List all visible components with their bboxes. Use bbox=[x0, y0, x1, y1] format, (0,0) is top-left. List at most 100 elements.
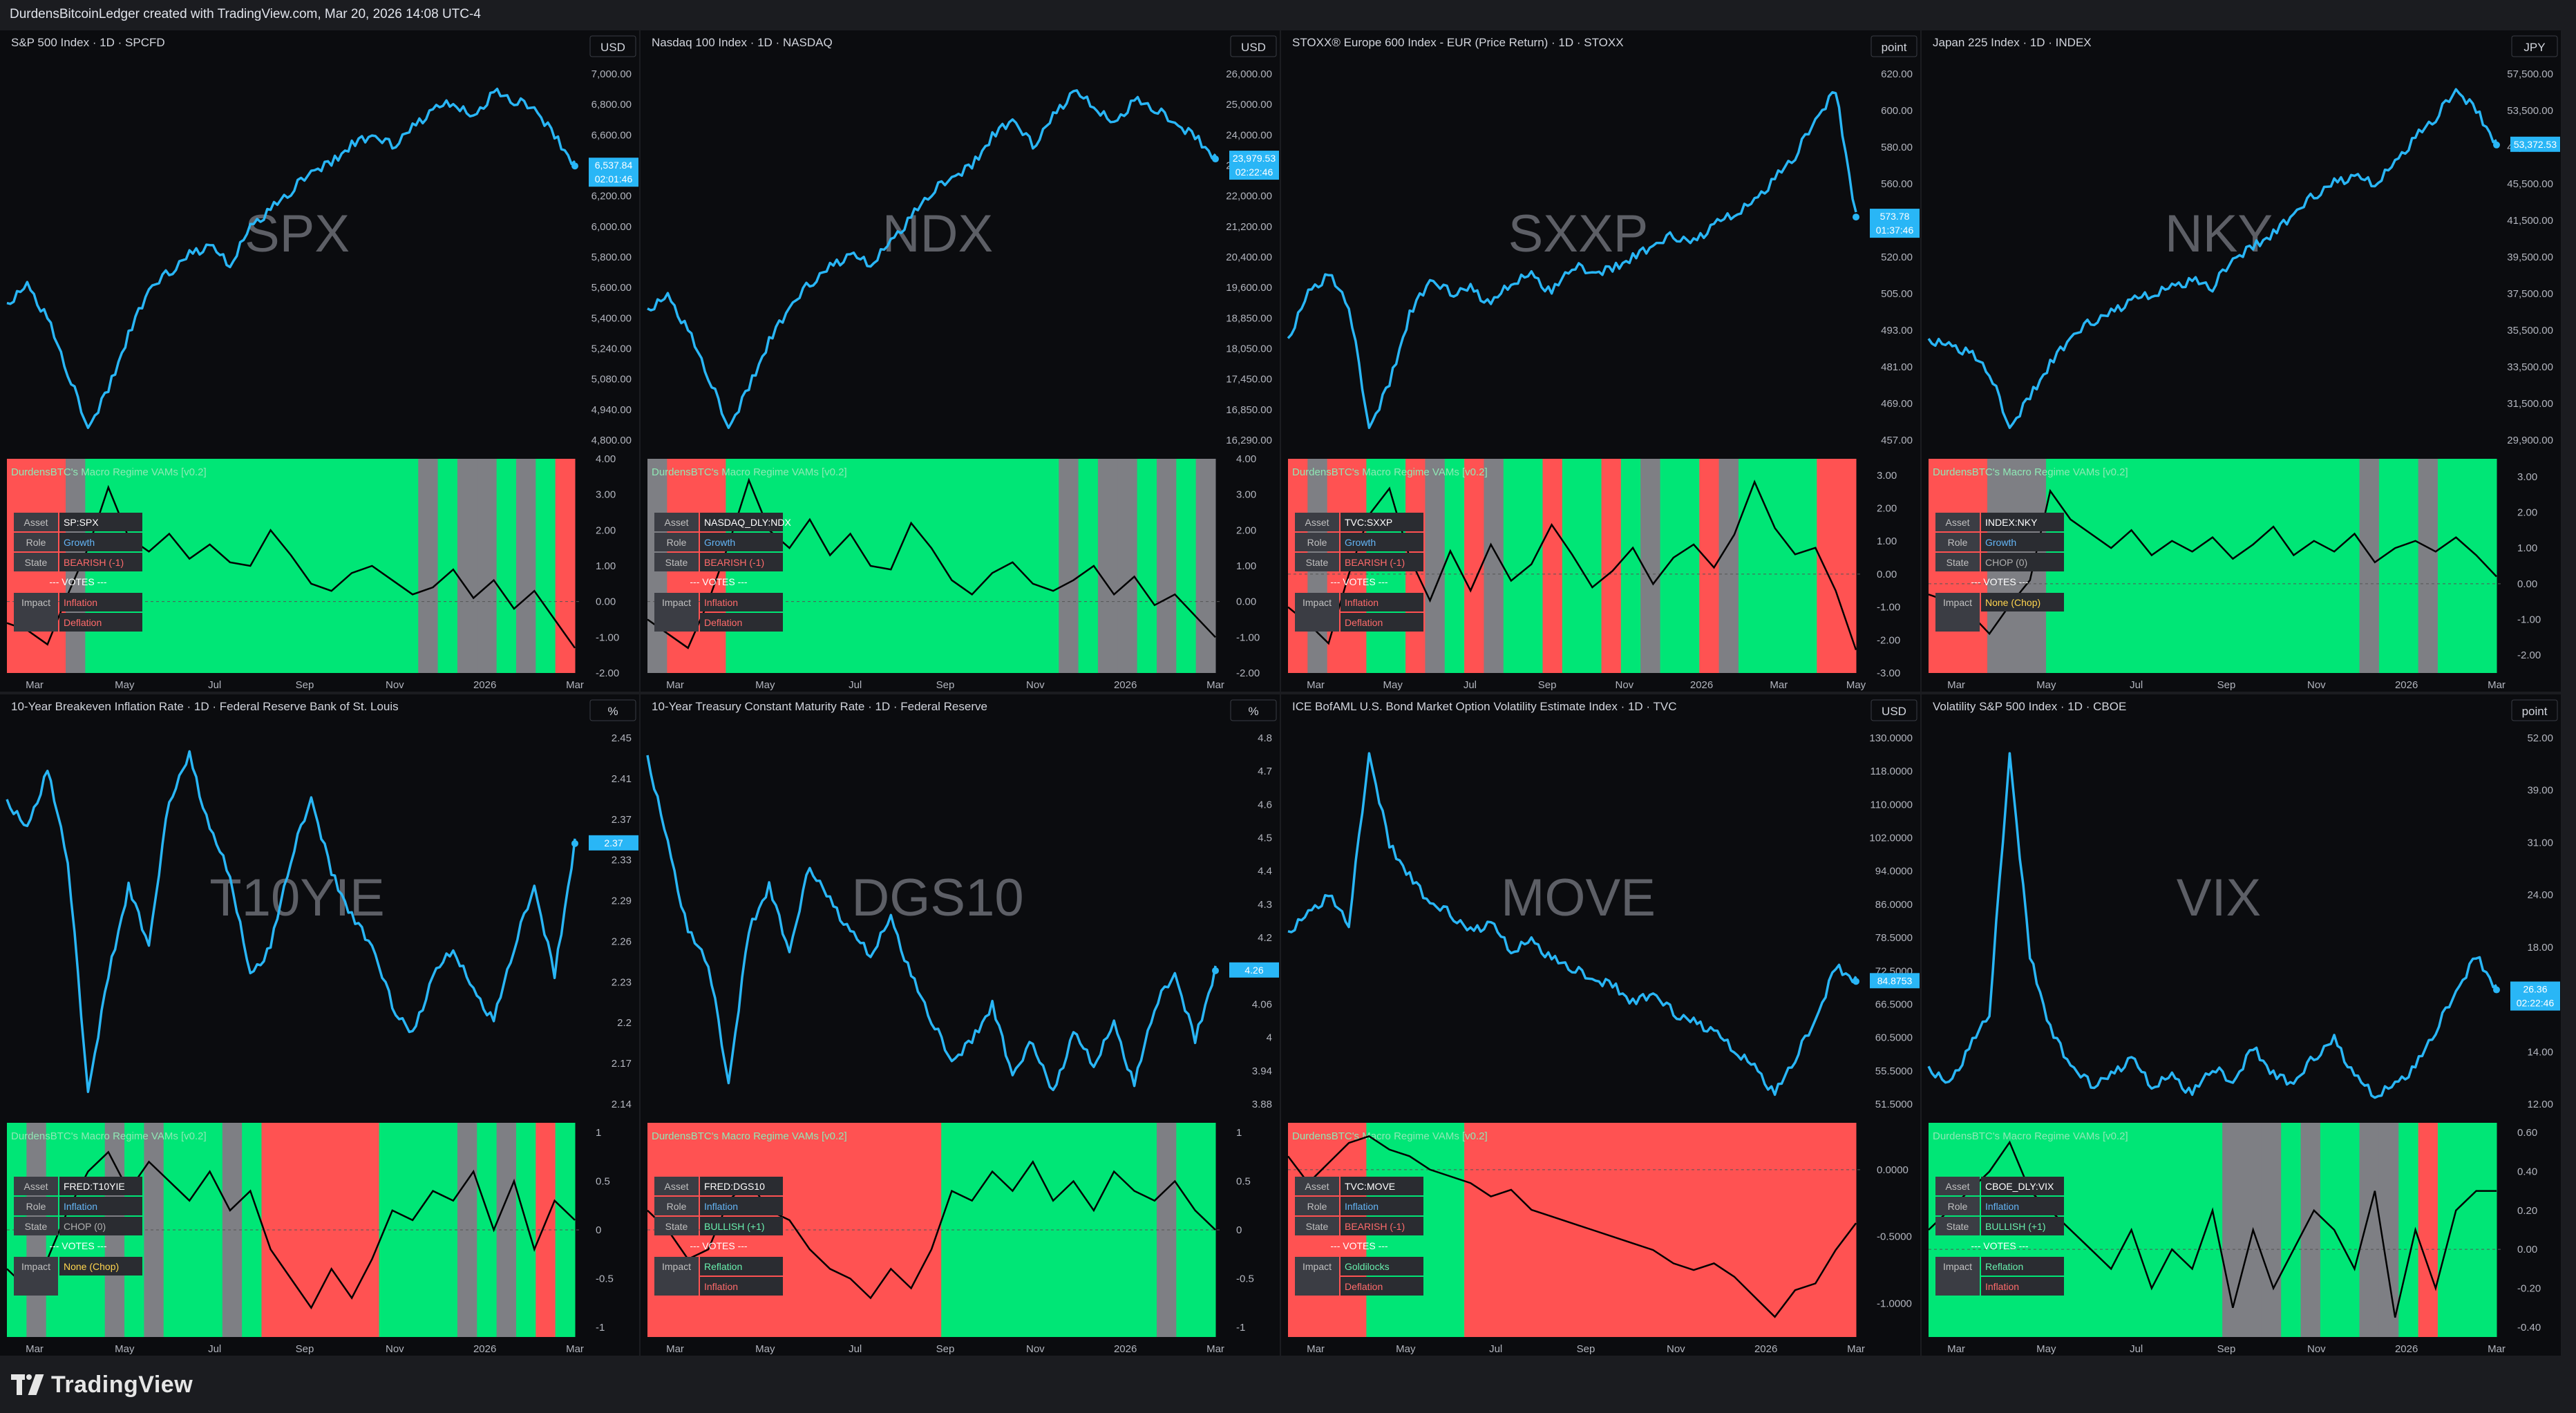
price-tick-label: 33,500.00 bbox=[2507, 361, 2553, 373]
currency-label: % bbox=[1248, 705, 1258, 718]
vams-oscillator-line[interactable] bbox=[1287, 480, 1857, 651]
time-axis-label: Jul bbox=[208, 679, 221, 691]
chart-panel-sxxp[interactable]: SXXP STOXX® Europe 600 Index - EUR (Price… bbox=[1281, 30, 1920, 692]
tradingview-logo[interactable]: TradingView bbox=[11, 1368, 193, 1401]
currency-button[interactable] bbox=[589, 699, 636, 721]
price-series-line[interactable] bbox=[6, 750, 576, 1093]
regime-band bbox=[496, 459, 517, 673]
time-axis-label: Mar bbox=[566, 679, 584, 691]
table-impact-value: Inflation bbox=[1345, 597, 1379, 608]
price-series-line[interactable] bbox=[647, 89, 1217, 429]
currency-button[interactable] bbox=[2511, 35, 2558, 57]
regime-band bbox=[2457, 459, 2478, 673]
vams-oscillator-line[interactable] bbox=[1928, 489, 2497, 636]
indicator-title: DurdensBTC's Macro Regime VAMs [v0.2] bbox=[652, 466, 847, 478]
regime-band bbox=[2418, 1123, 2438, 1337]
price-series-line[interactable] bbox=[1287, 91, 1857, 429]
regime-band bbox=[320, 459, 341, 673]
vams-oscillator-line[interactable] bbox=[647, 477, 1216, 649]
regime-band bbox=[1601, 1123, 1622, 1337]
vams-oscillator-line[interactable] bbox=[6, 1150, 576, 1310]
table-impact-value: Deflation bbox=[64, 617, 102, 628]
price-series-line[interactable] bbox=[6, 87, 576, 429]
table-value: CBOE_DLY:VIX bbox=[1985, 1181, 2054, 1192]
regime-band bbox=[2457, 1123, 2478, 1337]
chart-panel-dgs10[interactable]: DGS10 10-Year Treasury Constant Maturity … bbox=[641, 694, 1280, 1356]
time-axis-label: May bbox=[115, 679, 135, 691]
currency-button[interactable] bbox=[1230, 699, 1277, 721]
table-impact-value: Deflation bbox=[704, 617, 742, 628]
chart-title: Volatility S&P 500 Index · 1D · CBOE bbox=[1933, 700, 2126, 713]
regime-band bbox=[2222, 459, 2243, 673]
regime-band bbox=[339, 459, 360, 673]
time-axis-label: Jul bbox=[1464, 679, 1477, 691]
price-series-line[interactable] bbox=[1927, 88, 2497, 429]
chart-panel-nky[interactable]: NKY Japan 225 Index · 1D · INDEX JPY 57,500… bbox=[1922, 30, 2561, 692]
time-axis-label: Sep bbox=[936, 679, 955, 691]
currency-button[interactable] bbox=[589, 35, 636, 57]
regime-band bbox=[1425, 1123, 1446, 1337]
table-impact-cell bbox=[59, 613, 142, 632]
currency-button[interactable] bbox=[1230, 35, 1277, 57]
table-value-cell bbox=[59, 553, 142, 571]
price-tick-label: 24.00 bbox=[2527, 889, 2553, 901]
indicator-tick-label: 0.00 bbox=[2517, 578, 2537, 590]
vams-oscillator-line[interactable] bbox=[6, 484, 576, 649]
vams-oscillator-line[interactable] bbox=[1928, 1140, 2497, 1318]
table-value: SP:SPX bbox=[64, 517, 99, 528]
price-series-line[interactable] bbox=[646, 755, 1217, 1092]
table-label: Role bbox=[1307, 537, 1327, 548]
price-tick-label: 5,240.00 bbox=[591, 343, 632, 355]
chart-panel-move[interactable]: MOVE ICE BofAML U.S. Bond Market Option V… bbox=[1281, 694, 1920, 1356]
vams-oscillator-line[interactable] bbox=[1287, 1135, 1857, 1318]
price-tick-label: 39.00 bbox=[2527, 785, 2553, 797]
time-axis-label: Sep bbox=[296, 1343, 314, 1355]
price-tick-label: 2.14 bbox=[612, 1099, 632, 1110]
regime-band bbox=[1484, 459, 1504, 673]
time-axis-label: Mar bbox=[566, 1343, 584, 1355]
regime-band bbox=[2476, 1123, 2497, 1337]
chart-panel-spx[interactable]: SPX S&P 500 Index · 1D · SPCFD USD 7,000.00… bbox=[0, 30, 639, 692]
price-tick-label: 14.00 bbox=[2527, 1046, 2553, 1058]
regime-band bbox=[477, 459, 498, 673]
chart-panel-vix[interactable]: VIX Volatility S&P 500 Index · 1D · CBOE p… bbox=[1922, 694, 2561, 1356]
time-axis-label: Nov bbox=[386, 1343, 404, 1355]
price-tick-label: 4,800.00 bbox=[591, 435, 632, 446]
currency-button[interactable] bbox=[2511, 699, 2558, 721]
table-votes-header: --- VOTES --- bbox=[1330, 1240, 1388, 1251]
regime-band bbox=[2340, 459, 2360, 673]
price-series-line[interactable] bbox=[1927, 752, 2497, 1099]
chart-grid[interactable]: SPX S&P 500 Index · 1D · SPCFD USD 7,000.00… bbox=[0, 0, 2576, 1356]
indicator-tick-label: -3.00 bbox=[1877, 667, 1900, 679]
regime-band bbox=[2163, 459, 2184, 673]
indicator-title: DurdensBTC's Macro Regime VAMs [v0.2] bbox=[1933, 1130, 2128, 1142]
table-value: Growth bbox=[64, 537, 95, 548]
last-price-tag bbox=[589, 835, 638, 851]
regime-band bbox=[1117, 459, 1138, 673]
regime-band bbox=[1679, 1123, 1700, 1337]
chart-panel-ndx[interactable]: NDX Nasdaq 100 Index · 1D · NASDAQ USD 26,0… bbox=[641, 30, 1280, 692]
indicator-tick-label: 0 bbox=[596, 1224, 601, 1236]
regime-band bbox=[2065, 459, 2086, 673]
price-series-line[interactable] bbox=[1287, 752, 1857, 1097]
price-tick-label: 2.37 bbox=[612, 814, 632, 826]
currency-button[interactable] bbox=[1871, 35, 1917, 57]
regime-band bbox=[222, 459, 243, 673]
indicator-tick-label: 1.00 bbox=[596, 560, 616, 572]
currency-button[interactable] bbox=[1871, 699, 1917, 721]
footer-bar: TradingView bbox=[0, 1356, 2576, 1413]
table-impact-value: Inflation bbox=[64, 597, 97, 608]
chart-panel-t10yie[interactable]: T10YIE 10-Year Breakeven Inflation Rate ·… bbox=[0, 694, 639, 1356]
indicator-tick-label: -0.5000 bbox=[1877, 1231, 1912, 1243]
regime-band bbox=[1425, 459, 1446, 673]
regime-band bbox=[2300, 459, 2321, 673]
price-tick-label: 26,000.00 bbox=[1226, 68, 1272, 80]
regime-band bbox=[2085, 459, 2105, 673]
regime-band bbox=[921, 459, 942, 673]
indicator-tick-label: 4.00 bbox=[596, 453, 616, 465]
time-axis-label: May bbox=[755, 1343, 775, 1355]
indicator-title: DurdensBTC's Macro Regime VAMs [v0.2] bbox=[1933, 466, 2128, 478]
table-impact-label-cell bbox=[1935, 593, 1980, 632]
time-axis-label: 2026 bbox=[1754, 1343, 1777, 1355]
table-impact-label-cell bbox=[1295, 593, 1339, 632]
